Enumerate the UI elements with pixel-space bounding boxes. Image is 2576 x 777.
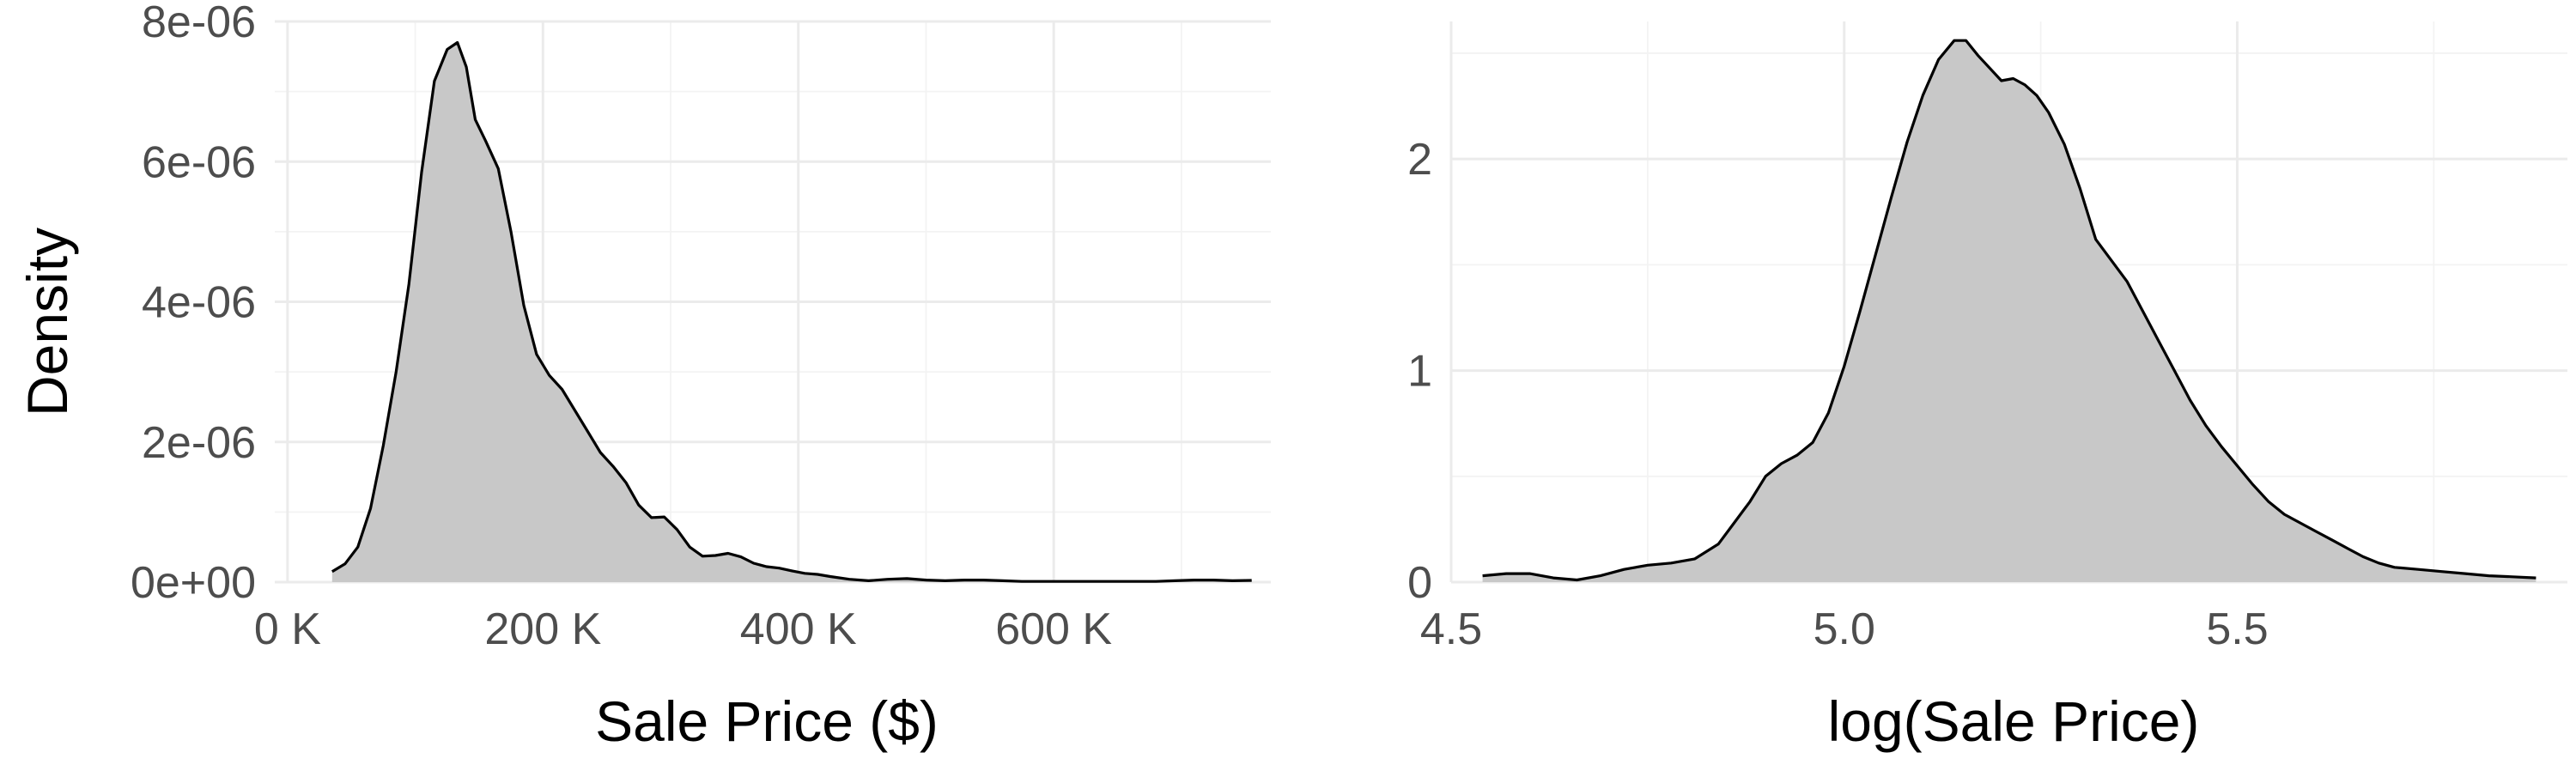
tick-labels: 0 1 2 4.5 5.0 5.5	[1407, 135, 2269, 654]
density-line	[331, 40, 1252, 583]
y-tick-label: 4e-06	[142, 278, 256, 328]
x-tick-label: 400 K	[740, 604, 857, 654]
density-marks	[331, 40, 1252, 583]
y-tick-label: 8e-06	[142, 0, 256, 47]
y-tick-label: 0e+00	[131, 558, 256, 608]
density-line	[1482, 39, 2537, 582]
panel-log-sale-price-density: 0 1 2 4.5 5.0 5.5 log(Sale Price)	[1407, 21, 2567, 753]
y-tick-label: 1	[1407, 347, 1432, 397]
panel-sale-price-density: 0e+00 2e-06 4e-06 6e-06 8e-06 0 K 200 K 400 K 60…	[15, 0, 1271, 753]
y-axis-title: Density	[15, 228, 79, 416]
x-tick-label: 200 K	[484, 604, 601, 654]
x-tick-label: 600 K	[995, 604, 1112, 654]
tick-labels: 0e+00 2e-06 4e-06 6e-06 8e-06 0 K 200 K 400 K 60…	[131, 0, 1112, 654]
x-tick-label: 5.5	[2206, 604, 2268, 654]
x-axis-title: Sale Price ($)	[595, 689, 939, 753]
density-marks	[1482, 39, 2537, 582]
y-tick-label: 2	[1407, 135, 1432, 185]
density-area	[1482, 40, 2537, 582]
x-axis-title: log(Sale Price)	[1828, 689, 2200, 753]
y-tick-label: 0	[1407, 558, 1432, 608]
x-tick-label: 0 K	[254, 604, 321, 654]
y-tick-label: 2e-06	[142, 418, 256, 468]
x-tick-label: 5.0	[1814, 604, 1875, 654]
y-tick-label: 6e-06	[142, 137, 256, 187]
density-area	[331, 42, 1252, 582]
x-tick-label: 4.5	[1420, 604, 1482, 654]
